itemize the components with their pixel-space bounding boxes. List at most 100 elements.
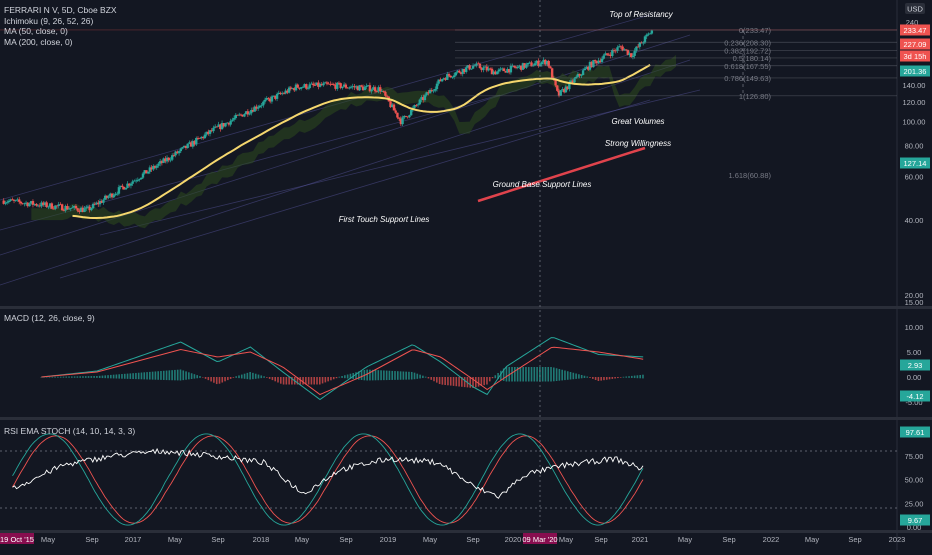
candle (140, 177, 143, 180)
candle (234, 114, 238, 119)
macd-histogram-bar (40, 377, 42, 378)
candle (477, 63, 480, 65)
symbol-title[interactable]: FERRARI N V, 5D, Cboe BZX (4, 5, 117, 15)
candle (611, 49, 614, 56)
candle (576, 74, 580, 77)
price-tag: 233.47 (900, 24, 930, 36)
candle (164, 158, 167, 162)
price-tag-value: 201.36 (904, 67, 927, 76)
rsi-label[interactable]: RSI EMA STOCH (14, 10, 14, 3, 3) (4, 426, 136, 436)
macd-histogram-bar (140, 372, 143, 380)
macd-histogram-bar (126, 373, 129, 379)
macd-histogram-bar (488, 377, 491, 382)
candle (174, 151, 177, 156)
candle (275, 94, 279, 99)
macd-histogram-bar (168, 370, 171, 381)
candle (256, 107, 260, 109)
candle (617, 46, 621, 48)
candle (296, 84, 299, 88)
price-pane: 0(233.47) 0.236(208.30)0.382(192.72)0.5(1… (0, 3, 930, 300)
candle (167, 157, 170, 161)
fib-level-label: 0.618(167.55) (724, 62, 771, 71)
candle (152, 166, 155, 170)
indicator-ma200[interactable]: MA (200, close, 0) (4, 36, 73, 47)
macd-histogram-bar (121, 374, 123, 379)
indicator-ma50[interactable]: MA (50, close, 0) (4, 26, 68, 36)
candle (14, 199, 17, 201)
candle (277, 92, 280, 95)
macd-histogram-bar (427, 377, 430, 379)
candle (592, 60, 595, 68)
candle (341, 86, 344, 89)
candle (363, 87, 366, 91)
macd-histogram-bar (575, 373, 577, 379)
candle (263, 99, 267, 102)
candle (143, 170, 146, 174)
candle (492, 71, 495, 75)
annotation-text: Ground Base Support Lines (493, 180, 592, 189)
candle (648, 33, 652, 35)
candle (602, 55, 605, 59)
macd-histogram-bar (68, 376, 70, 378)
candle (384, 91, 387, 96)
candle (293, 88, 296, 91)
candle (449, 75, 452, 78)
candle (571, 80, 574, 83)
macd-histogram-bar (98, 375, 101, 378)
macd-label[interactable]: MACD (12, 26, close, 9) (4, 313, 95, 323)
candle (509, 65, 513, 73)
candle (200, 136, 203, 139)
macd-histogram-bar (514, 367, 516, 382)
candle (201, 136, 205, 139)
stoch-tag-box (900, 426, 930, 438)
stoch-tag: 9.67 (900, 514, 930, 526)
candle (54, 205, 57, 209)
macd-histogram-bar (344, 375, 346, 379)
price-tag-box (900, 157, 930, 169)
candle (348, 87, 351, 89)
candle (394, 110, 397, 113)
macd-histogram-bar (494, 375, 497, 379)
macd-histogram-bar (252, 372, 254, 380)
macd-histogram-bar (310, 377, 313, 385)
macd-histogram-bar (564, 370, 566, 381)
candle (475, 63, 478, 66)
candle (279, 92, 282, 94)
stoch-tick-label: 0.00 (907, 523, 922, 532)
price-tag-box (900, 50, 930, 62)
stoch-k-line (12, 433, 644, 526)
candle (396, 112, 399, 118)
macd-histogram-bar (135, 372, 137, 380)
macd-tick-label: -5.00 (905, 398, 922, 407)
candle (587, 66, 590, 70)
indicator-ichimoku[interactable]: Ichimoku (9, 26, 52, 26) (4, 15, 94, 26)
candle (260, 105, 263, 107)
macd-histogram-bar (201, 377, 204, 378)
macd-histogram-bar (628, 376, 630, 378)
time-tick-label: 2021 (632, 535, 649, 544)
candle (310, 83, 313, 85)
macd-histogram-bar (555, 368, 558, 381)
candle (42, 202, 45, 205)
candle (138, 179, 141, 180)
macd-histogram-bar (619, 377, 622, 378)
candle (50, 203, 54, 209)
candle (435, 83, 439, 89)
candle (248, 113, 251, 115)
candle (495, 71, 499, 75)
candle (145, 170, 148, 174)
candle (57, 204, 60, 206)
candle (526, 62, 530, 65)
macd-histogram-bar (416, 373, 419, 379)
time-tick-label: May (41, 535, 55, 544)
macd-histogram-bar (246, 372, 249, 380)
candle (416, 104, 420, 106)
macd-histogram-bar (500, 370, 502, 380)
candle (150, 167, 153, 170)
candle (630, 53, 633, 57)
macd-histogram-bar (112, 374, 115, 379)
macd-histogram-bar (561, 369, 563, 381)
